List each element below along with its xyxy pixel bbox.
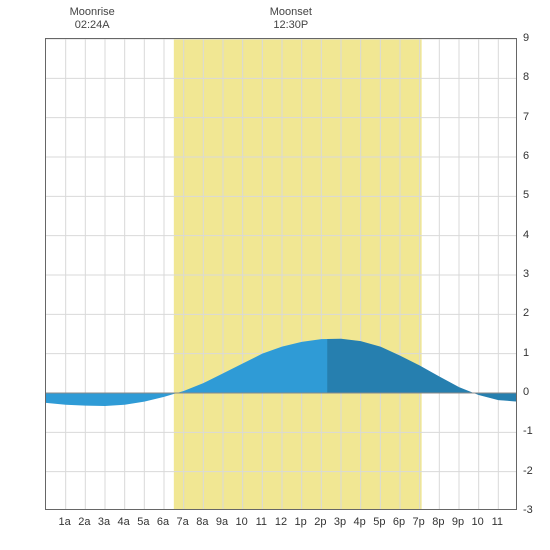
x-tick-label: 5p	[373, 516, 385, 528]
x-tick-label: 4p	[354, 516, 366, 528]
x-tick-label: 3p	[334, 516, 346, 528]
x-tick-label: 2a	[78, 516, 90, 528]
x-tick-label: 10	[236, 516, 248, 528]
y-tick-label: -1	[523, 425, 533, 437]
y-tick-label: 9	[523, 32, 529, 44]
moonset-time: 12:30P	[270, 19, 312, 32]
x-tick-label: 6a	[157, 516, 169, 528]
tide-chart: Moonrise 02:24A Moonset 12:30P -3-2-1012…	[0, 0, 550, 550]
plot-svg	[46, 39, 517, 510]
x-tick-label: 1p	[295, 516, 307, 528]
x-tick-label: 11	[492, 516, 503, 528]
x-tick-label: 9p	[452, 516, 464, 528]
x-tick-label: 2p	[314, 516, 326, 528]
y-tick-label: -2	[523, 465, 533, 477]
moonset-annotation: Moonset 12:30P	[270, 6, 312, 32]
x-tick-label: 12	[275, 516, 287, 528]
x-tick-label: 8a	[196, 516, 208, 528]
x-tick-label: 4a	[118, 516, 130, 528]
x-tick-label: 7a	[177, 516, 189, 528]
y-tick-label: 2	[523, 307, 529, 319]
x-tick-label: 11	[256, 516, 267, 528]
y-tick-label: 7	[523, 111, 529, 123]
y-tick-label: 8	[523, 71, 529, 83]
x-tick-label: 7p	[413, 516, 425, 528]
y-tick-label: 5	[523, 189, 529, 201]
y-tick-label: 4	[523, 229, 529, 241]
moonrise-annotation: Moonrise 02:24A	[70, 6, 115, 32]
y-tick-label: 3	[523, 268, 529, 280]
x-tick-label: 3a	[98, 516, 110, 528]
moonrise-time: 02:24A	[70, 19, 115, 32]
x-tick-label: 10	[472, 516, 484, 528]
x-tick-label: 6p	[393, 516, 405, 528]
x-tick-label: 9a	[216, 516, 228, 528]
moonset-title: Moonset	[270, 6, 312, 19]
y-tick-label: 6	[523, 150, 529, 162]
y-tick-label: 1	[523, 347, 529, 359]
plot-area	[45, 38, 517, 510]
moonrise-title: Moonrise	[70, 6, 115, 19]
y-tick-label: -3	[523, 504, 533, 516]
x-tick-label: 8p	[432, 516, 444, 528]
x-tick-label: 1a	[59, 516, 71, 528]
y-tick-label: 0	[523, 386, 529, 398]
x-tick-label: 5a	[137, 516, 149, 528]
